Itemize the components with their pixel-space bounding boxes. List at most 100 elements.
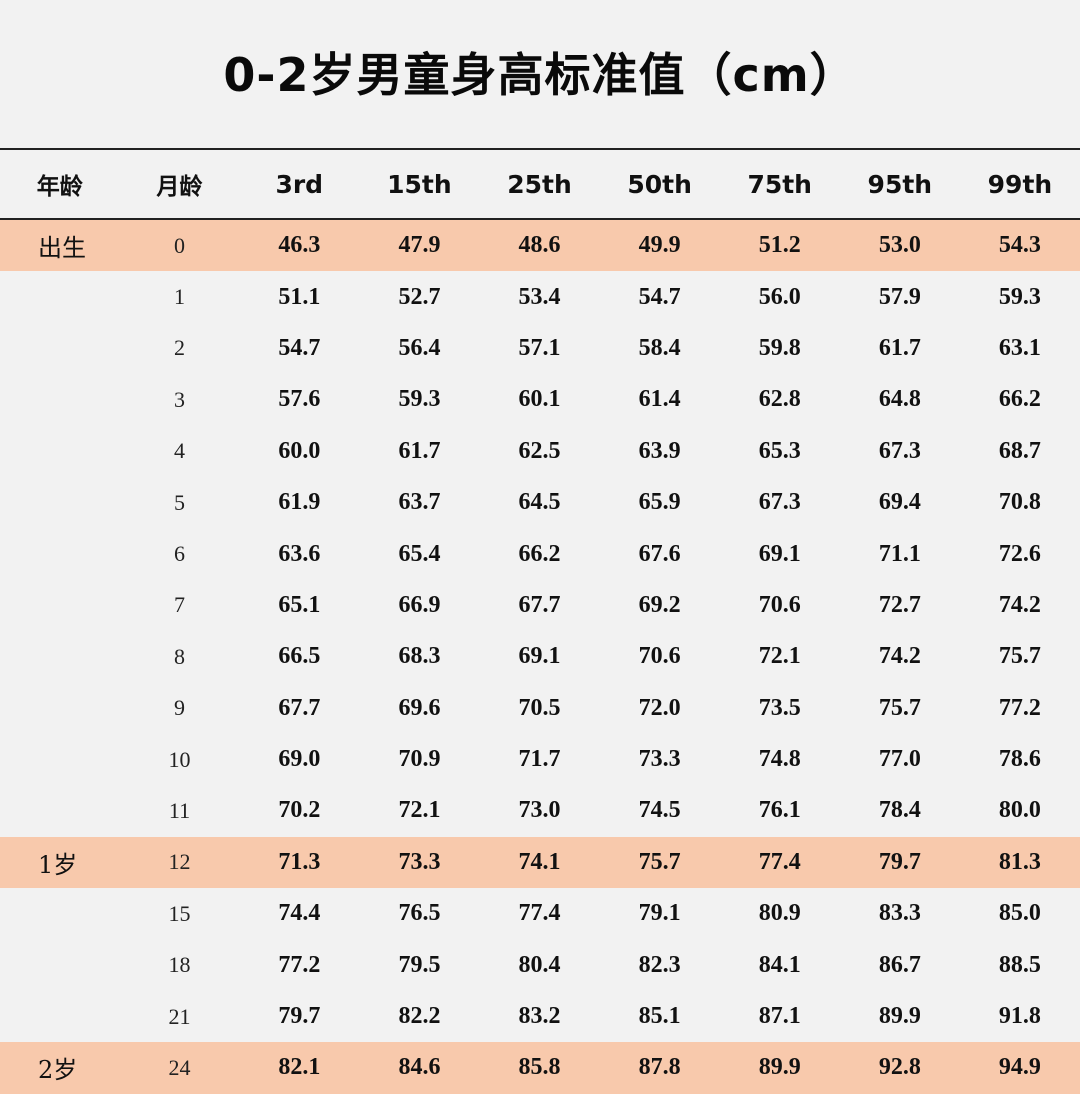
value-cell-50th: 67.6 (638, 540, 681, 567)
value-cell-25th: 53.4 (518, 283, 561, 310)
table-row: 1 51.1 52.7 53.4 54.7 56.0 57.9 59.3 (0, 271, 1080, 322)
value-cell-99th: 72.6 (998, 540, 1041, 567)
value-cell-25th: 71.7 (518, 746, 561, 773)
value-cell-75th: 67.3 (758, 489, 801, 516)
value-cell-3rd: 69.0 (278, 746, 321, 773)
value-cell-3rd: 46.3 (278, 232, 321, 259)
value-cell-99th: 81.3 (998, 848, 1041, 875)
value-cell-15th: 68.3 (398, 643, 441, 670)
value-cell-15th: 76.5 (398, 900, 441, 927)
value-cell-95th: 89.9 (878, 1003, 921, 1030)
value-cell-3rd: 51.1 (278, 283, 321, 310)
value-cell-25th: 85.8 (518, 1054, 561, 1081)
value-cell-25th: 62.5 (518, 437, 561, 464)
value-cell-25th: 80.4 (518, 951, 561, 978)
table-row: 21 79.7 82.2 83.2 85.1 87.1 89.9 91.8 (0, 991, 1080, 1042)
month-cell: 9 (174, 695, 186, 721)
value-cell-50th: 85.1 (638, 1003, 681, 1030)
value-cell-95th: 72.7 (878, 591, 921, 618)
value-cell-50th: 73.3 (638, 746, 681, 773)
value-cell-25th: 60.1 (518, 386, 561, 413)
value-cell-25th: 64.5 (518, 489, 561, 516)
table-row: 出生 0 46.3 47.9 48.6 49.9 51.2 53.0 54.3 (0, 220, 1080, 272)
value-cell-75th: 62.8 (758, 386, 801, 413)
table-row: 5 61.9 63.7 64.5 65.9 67.3 69.4 70.8 (0, 477, 1080, 528)
table-row: 4 60.0 61.7 62.5 63.9 65.3 67.3 68.7 (0, 426, 1080, 477)
value-cell-75th: 56.0 (758, 283, 801, 310)
header-month: 月龄 (156, 174, 203, 200)
value-cell-50th: 70.6 (638, 643, 681, 670)
value-cell-95th: 57.9 (878, 283, 921, 310)
value-cell-99th: 80.0 (998, 797, 1041, 824)
value-cell-3rd: 54.7 (278, 334, 321, 361)
value-cell-99th: 88.5 (998, 951, 1041, 978)
table-row: 10 69.0 70.9 71.7 73.3 74.8 77.0 78.6 (0, 734, 1080, 785)
value-cell-15th: 66.9 (398, 591, 441, 618)
value-cell-15th: 59.3 (398, 386, 441, 413)
header-percentile-25th: 25th (507, 169, 572, 199)
value-cell-95th: 75.7 (878, 694, 921, 721)
table-row: 9 67.7 69.6 70.5 72.0 73.5 75.7 77.2 (0, 683, 1080, 734)
value-cell-50th: 87.8 (638, 1054, 681, 1081)
age-cell: 1岁 (38, 850, 78, 879)
value-cell-75th: 80.9 (758, 900, 801, 927)
value-cell-99th: 70.8 (998, 489, 1041, 516)
month-cell: 21 (168, 1003, 191, 1029)
value-cell-95th: 61.7 (878, 334, 921, 361)
value-cell-3rd: 74.4 (278, 900, 321, 927)
value-cell-50th: 61.4 (638, 386, 681, 413)
value-cell-50th: 72.0 (638, 694, 681, 721)
value-cell-15th: 65.4 (398, 540, 441, 567)
table-row: 3 57.6 59.3 60.1 61.4 62.8 64.8 66.2 (0, 374, 1080, 425)
value-cell-75th: 65.3 (758, 437, 801, 464)
value-cell-15th: 69.6 (398, 694, 441, 721)
value-cell-15th: 63.7 (398, 489, 441, 516)
header-age: 年龄 (36, 174, 83, 200)
table-body: 出生 0 46.3 47.9 48.6 49.9 51.2 53.0 54.3 1 51.1 52.7… (0, 220, 1080, 1094)
value-cell-95th: 86.7 (878, 951, 921, 978)
month-cell: 3 (174, 386, 186, 412)
value-cell-75th: 73.5 (758, 694, 801, 721)
value-cell-99th: 59.3 (998, 283, 1041, 310)
header-percentile-95th: 95th (867, 169, 933, 199)
header-percentile-50th: 50th (627, 169, 692, 199)
value-cell-75th: 84.1 (758, 951, 801, 978)
value-cell-25th: 66.2 (518, 540, 561, 567)
value-cell-50th: 58.4 (638, 334, 681, 361)
value-cell-75th: 87.1 (758, 1003, 801, 1030)
value-cell-95th: 92.8 (878, 1054, 921, 1081)
value-cell-95th: 69.4 (878, 489, 921, 516)
value-cell-50th: 79.1 (638, 900, 681, 927)
table-row: 11 70.2 72.1 73.0 74.5 76.1 78.4 80.0 (0, 785, 1080, 836)
table-row: 7 65.1 66.9 67.7 69.2 70.6 72.7 74.2 (0, 580, 1080, 631)
header-percentile-75th: 75th (747, 169, 812, 199)
value-cell-95th: 83.3 (878, 900, 921, 927)
value-cell-15th: 84.6 (398, 1054, 441, 1081)
value-cell-95th: 53.0 (878, 232, 921, 259)
value-cell-75th: 72.1 (758, 643, 801, 670)
value-cell-25th: 67.7 (518, 591, 561, 618)
value-cell-3rd: 60.0 (278, 437, 321, 464)
age-cell: 2岁 (38, 1056, 78, 1085)
table-row: 6 63.6 65.4 66.2 67.6 69.1 71.1 72.6 (0, 528, 1080, 579)
value-cell-50th: 69.2 (638, 591, 681, 618)
value-cell-95th: 79.7 (878, 848, 921, 875)
value-cell-99th: 54.3 (998, 232, 1041, 259)
month-cell: 10 (168, 746, 191, 772)
value-cell-3rd: 79.7 (278, 1003, 321, 1030)
value-cell-50th: 63.9 (638, 437, 681, 464)
value-cell-25th: 73.0 (518, 797, 561, 824)
page-title: 0-2岁男童身高标准值（cm） (223, 48, 857, 102)
header-percentile-15th: 15th (387, 169, 452, 199)
table-row: 8 66.5 68.3 69.1 70.6 72.1 74.2 75.7 (0, 631, 1080, 682)
value-cell-95th: 74.2 (878, 643, 921, 670)
value-cell-15th: 82.2 (398, 1003, 441, 1030)
value-cell-3rd: 71.3 (278, 848, 321, 875)
value-cell-95th: 67.3 (878, 437, 921, 464)
value-cell-15th: 72.1 (398, 797, 441, 824)
value-cell-50th: 54.7 (638, 283, 681, 310)
value-cell-25th: 74.1 (518, 848, 561, 875)
value-cell-50th: 75.7 (638, 848, 681, 875)
value-cell-15th: 70.9 (398, 746, 441, 773)
month-cell: 6 (174, 541, 186, 567)
